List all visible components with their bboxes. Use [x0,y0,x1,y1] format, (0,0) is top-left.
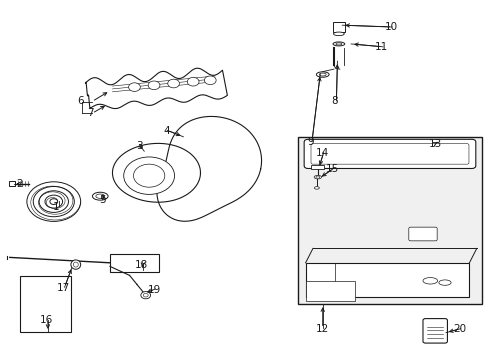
Text: 4: 4 [163,126,169,136]
Ellipse shape [333,32,344,36]
Ellipse shape [332,42,344,46]
Text: 20: 20 [452,324,465,334]
Ellipse shape [314,187,319,189]
Text: 18: 18 [135,260,148,270]
Bar [110,254,159,272]
Text: 3: 3 [136,141,142,151]
Ellipse shape [422,278,437,284]
Text: 7: 7 [87,108,94,118]
Circle shape [167,79,179,88]
Circle shape [148,81,160,90]
Circle shape [133,164,164,187]
Ellipse shape [335,43,341,45]
Text: 11: 11 [374,42,387,52]
Polygon shape [305,263,468,297]
Circle shape [204,76,216,85]
Circle shape [143,293,148,297]
Ellipse shape [316,72,328,77]
Polygon shape [157,116,261,221]
Circle shape [128,83,140,91]
FancyBboxPatch shape [422,319,447,343]
Text: 6: 6 [77,96,84,106]
Ellipse shape [315,176,319,178]
FancyBboxPatch shape [408,227,436,241]
Bar [298,137,481,304]
Ellipse shape [92,192,108,200]
FancyBboxPatch shape [304,139,475,168]
Circle shape [187,77,199,86]
Bar [9,181,15,186]
Text: 13: 13 [427,139,441,149]
Text: 14: 14 [315,148,329,158]
Text: 10: 10 [384,22,397,32]
Polygon shape [112,143,200,202]
Text: 15: 15 [325,164,339,174]
Ellipse shape [313,175,321,179]
Text: 16: 16 [40,315,53,325]
Bar [305,281,354,301]
Ellipse shape [438,280,450,285]
Bar [20,276,71,332]
Text: 8: 8 [331,96,338,106]
Bar [332,22,344,32]
Circle shape [123,157,174,194]
Text: 5: 5 [99,195,106,205]
Text: 1: 1 [53,202,60,212]
Ellipse shape [96,194,104,198]
Circle shape [141,292,150,299]
Text: 19: 19 [147,285,161,295]
Polygon shape [85,68,227,109]
Ellipse shape [71,260,81,269]
Text: 12: 12 [315,324,329,334]
Text: 17: 17 [57,283,70,293]
Text: 9: 9 [306,137,313,147]
Ellipse shape [73,262,78,267]
Ellipse shape [319,73,325,76]
Text: 2: 2 [16,179,23,189]
Bar [310,165,324,169]
